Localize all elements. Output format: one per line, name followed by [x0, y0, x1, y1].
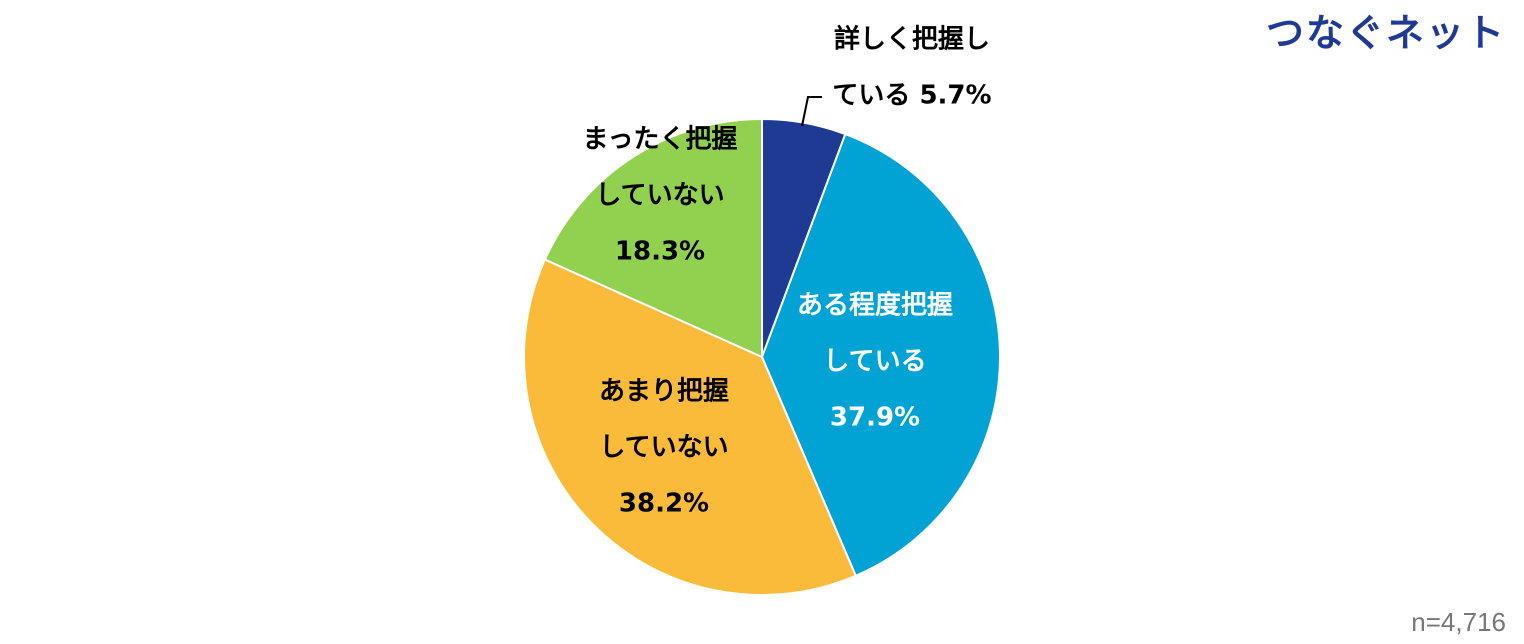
pie-slice-2 — [760, 132, 1002, 578]
pie-label-4: まったく把握していない 18.3% — [583, 125, 738, 267]
pie-labels: 詳しく把握している 5.7% ある程度把握している 37.9% あまり把握していない 3… — [583, 24, 992, 519]
sample-size: n=4,716 — [1411, 607, 1506, 637]
pie-slice-4 — [543, 117, 763, 359]
brand-logo: つなぐネット — [1265, 11, 1506, 55]
pie-slice-3 — [522, 258, 858, 596]
pie-label-2: ある程度把握している 37.9% — [797, 290, 953, 433]
leader-line-1 — [801, 96, 822, 127]
pie-label-3: あまり把握していない 38.2% — [599, 377, 729, 519]
pie-label-1: 詳しく把握している 5.7% — [832, 24, 991, 111]
leader-lines — [801, 96, 822, 127]
pie-slices — [522, 117, 1002, 596]
